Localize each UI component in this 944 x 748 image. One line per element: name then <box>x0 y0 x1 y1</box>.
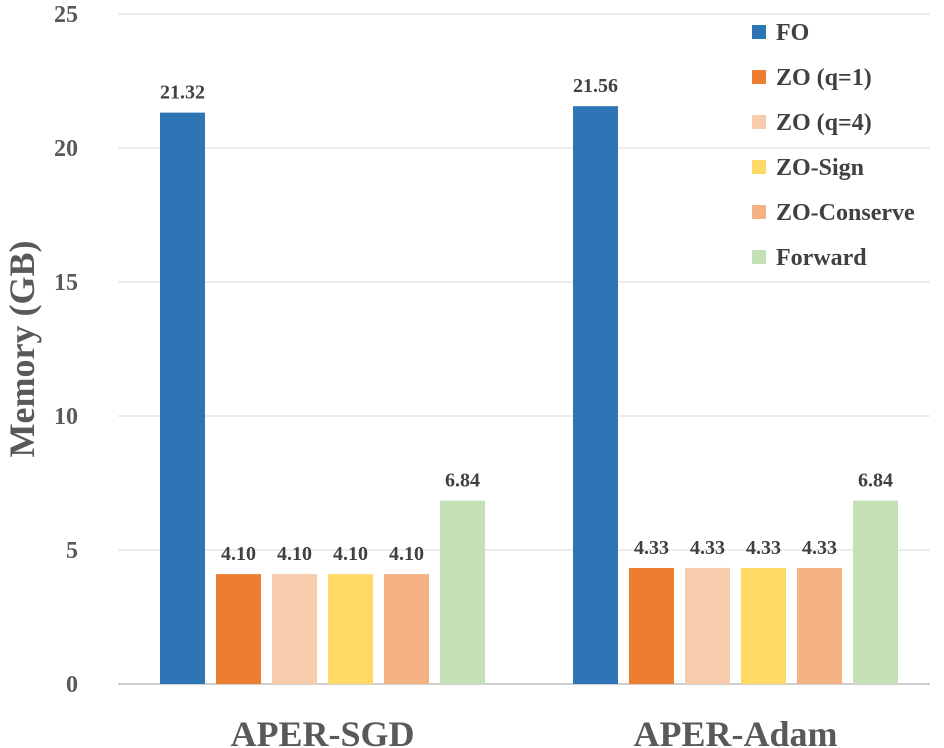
data-label: 21.56 <box>573 75 618 97</box>
data-label: 6.84 <box>858 470 893 492</box>
legend-label: Forward <box>776 245 867 271</box>
legend-swatch <box>752 70 766 84</box>
bar-zo-sign <box>328 574 373 684</box>
data-label: 4.33 <box>746 537 781 559</box>
y-tick-label: 10 <box>54 404 78 430</box>
legend: FO ZO (q=1) ZO (q=4) ZO-Sign ZO-Conserve Forw… <box>752 20 915 271</box>
legend-label: ZO-Sign <box>776 155 864 181</box>
x-category-label: APER-SGD <box>230 714 414 748</box>
y-tick-label: 20 <box>54 136 78 162</box>
legend-swatch <box>752 25 766 39</box>
data-labels: 21.32 4.10 4.10 4.10 4.10 6.84 21.56 4.33 4.33 4.… <box>160 75 893 565</box>
data-label: 4.10 <box>389 543 424 565</box>
bar-forward <box>440 500 485 684</box>
data-label: 4.10 <box>277 543 312 565</box>
bar-fo <box>573 106 618 684</box>
data-label: 4.10 <box>333 543 368 565</box>
legend-swatch <box>752 250 766 264</box>
data-label: 4.33 <box>802 537 837 559</box>
legend-label: ZO (q=1) <box>776 65 872 91</box>
bar-zo-q-4 <box>272 574 317 684</box>
x-axis-categories: APER-SGD APER-Adam <box>230 714 837 748</box>
grid-lines <box>118 13 930 685</box>
x-category-label: APER-Adam <box>634 714 838 748</box>
bars <box>160 106 898 684</box>
data-label: 4.33 <box>634 537 669 559</box>
bar-fo <box>160 112 205 684</box>
data-label: 21.32 <box>160 82 205 104</box>
bar-zo-q-1 <box>216 574 261 684</box>
bar-zo-conserve <box>384 574 429 684</box>
y-tick-label: 5 <box>66 538 78 564</box>
bar-forward <box>853 500 898 684</box>
bar-zo-q-4 <box>685 567 730 684</box>
data-label: 4.10 <box>221 543 256 565</box>
y-tick-label: 25 <box>54 2 78 28</box>
data-label: 4.33 <box>690 537 725 559</box>
legend-label: FO <box>776 20 809 46</box>
y-axis-ticks: 0 5 10 15 20 25 <box>54 2 78 698</box>
legend-swatch <box>752 115 766 129</box>
y-axis-title: Memory (GB) <box>2 241 42 458</box>
bar-zo-sign <box>741 567 786 684</box>
legend-label: ZO (q=4) <box>776 110 872 136</box>
y-tick-label: 0 <box>66 672 78 698</box>
legend-label: ZO-Conserve <box>776 200 915 226</box>
bar-zo-q-1 <box>629 567 674 684</box>
data-label: 6.84 <box>445 470 480 492</box>
legend-swatch <box>752 205 766 219</box>
legend-swatch <box>752 160 766 174</box>
bar-zo-conserve <box>797 567 842 684</box>
y-tick-label: 15 <box>54 270 78 296</box>
